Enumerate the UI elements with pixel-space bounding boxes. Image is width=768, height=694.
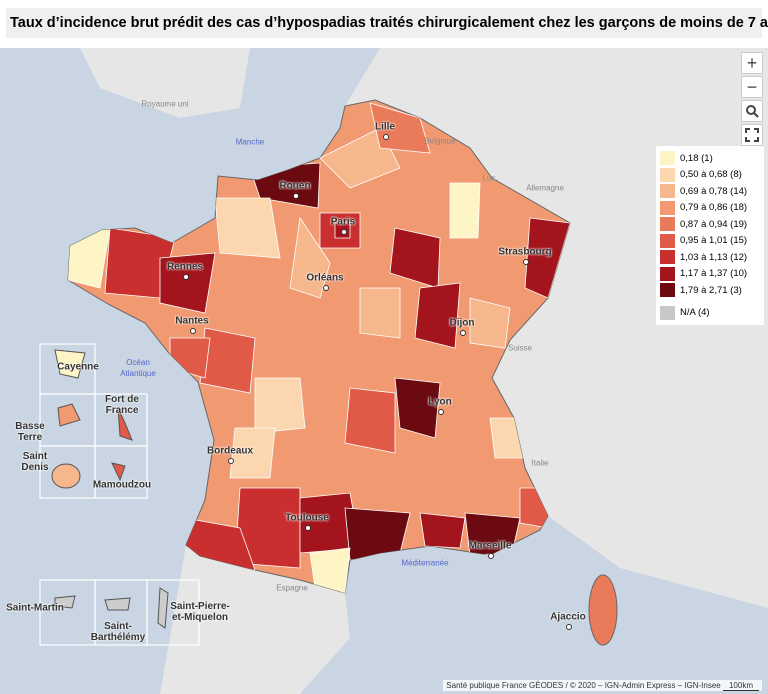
legend-swatch (660, 217, 675, 232)
city-dot (323, 285, 329, 291)
overseas-label: Basse Terre (15, 421, 45, 443)
city-label: Orléans (306, 272, 344, 284)
overseas-label: Saint-Martin (6, 602, 64, 614)
city-dot (341, 229, 347, 235)
legend-swatch (660, 283, 675, 298)
geo-label: Océan Atlantique (120, 358, 156, 378)
legend-item[interactable]: 1,03 à 1,13 (12) (660, 249, 760, 266)
overseas-label: Cayenne (57, 361, 99, 373)
geo-label: Méditerranée (401, 558, 449, 568)
fullscreen-icon (745, 128, 759, 142)
city-dot (183, 274, 189, 280)
legend-item[interactable]: 0,95 à 1,01 (15) (660, 233, 760, 250)
city-label: Paris (330, 216, 356, 228)
city-label: Ajaccio (550, 611, 586, 623)
legend-item[interactable]: 0,18 (1) (660, 150, 760, 167)
legend-label: 0,95 à 1,01 (15) (680, 235, 748, 247)
legend-item[interactable]: 0,69 à 0,78 (14) (660, 183, 760, 200)
scale: 100km (722, 681, 759, 691)
title: Taux d’incidence brut prédit des cas d’h… (6, 8, 768, 38)
legend-item[interactable]: 0,79 à 0,86 (18) (660, 200, 760, 217)
overseas-label: Saint Denis (21, 451, 49, 473)
legend-item[interactable]: 1,79 à 2,71 (3) (660, 282, 760, 299)
city-label: Rennes (166, 261, 204, 273)
legend-item[interactable]: 0,50 à 0,68 (8) (660, 167, 760, 184)
departments (68, 102, 570, 593)
city-dot (438, 409, 444, 415)
overseas-insets (39, 343, 200, 646)
city-label: Strasbourg (498, 246, 552, 258)
city-label: Bordeaux (206, 445, 254, 457)
legend-label: 0,50 à 0,68 (8) (680, 169, 742, 181)
city-label: Rouen (279, 180, 311, 192)
legend-swatch (660, 151, 675, 166)
geo-label: Royaume uni (141, 99, 189, 109)
legend-label: 0,18 (1) (680, 152, 713, 164)
city-label: Toulouse (285, 512, 329, 524)
city-dot (190, 328, 196, 334)
attribution: Santé publique France GÉODES / © 2020 – … (443, 680, 762, 691)
city-label: Nantes (175, 315, 209, 327)
city-dot (228, 458, 234, 464)
legend-item[interactable]: N/A (4) (660, 305, 760, 322)
city-dot (293, 193, 299, 199)
zoom-in[interactable]: + (741, 52, 763, 74)
legend-label: 0,69 à 0,78 (14) (680, 185, 748, 197)
geo-label: Italie (531, 458, 549, 468)
spain (160, 545, 350, 694)
city-label: Dijon (449, 317, 475, 329)
legend-swatch (660, 250, 675, 265)
city-label: Marseille (468, 540, 512, 552)
geo-label: Manche (235, 137, 265, 147)
legend-swatch (660, 233, 675, 248)
legend-swatch (660, 200, 675, 215)
fullscreen[interactable] (741, 124, 763, 146)
geo-label: Espagne (276, 583, 308, 593)
city-dot (383, 134, 389, 140)
legend-label: N/A (4) (680, 307, 710, 319)
city-dot (523, 259, 529, 265)
geo-label: Suisse (507, 343, 532, 353)
city-dot (488, 553, 494, 559)
attribution-text: Santé publique France GÉODES / © 2020 – … (446, 681, 721, 690)
city-label: Lyon (428, 396, 452, 408)
legend: 0,18 (1) 0,50 à 0,68 (8) 0,69 à 0,78 (14) 0… (656, 146, 764, 325)
geo-label: Lux. (482, 173, 498, 183)
search-icon (746, 105, 759, 118)
overseas-shapes (51, 349, 169, 629)
legend-label: 1,17 à 1,37 (10) (680, 268, 748, 280)
legend-swatch (660, 266, 675, 281)
legend-swatch (660, 305, 675, 320)
uk (80, 48, 250, 118)
legend-label: 0,87 à 0,94 (19) (680, 218, 748, 230)
overseas-label: Mamoudzou (92, 479, 152, 491)
city-dot (566, 624, 572, 630)
legend-label: 1,79 à 2,71 (3) (680, 284, 742, 296)
legend-label: 1,03 à 1,13 (12) (680, 251, 748, 263)
city-dot (460, 330, 466, 336)
overseas-label: Saint-Pierre-et-Miquelon (170, 601, 230, 623)
map[interactable] (0, 48, 768, 694)
overseas-label: Fort de France (105, 394, 139, 416)
geo-label: Allemagne (526, 183, 564, 193)
corsica (588, 574, 618, 646)
legend-label: 0,79 à 0,86 (18) (680, 202, 748, 214)
legend-swatch (660, 184, 675, 199)
legend-item[interactable]: 1,17 à 1,37 (10) (660, 266, 760, 283)
legend-swatch (660, 167, 675, 182)
search[interactable] (741, 100, 763, 122)
geo-label: Belgique (424, 136, 456, 146)
city-dot (305, 525, 311, 531)
city-label: Lille (374, 121, 396, 133)
overseas-label: Saint-Barthélémy (90, 621, 146, 643)
legend-item[interactable]: 0,87 à 0,94 (19) (660, 216, 760, 233)
zoom-out[interactable]: − (741, 76, 763, 98)
